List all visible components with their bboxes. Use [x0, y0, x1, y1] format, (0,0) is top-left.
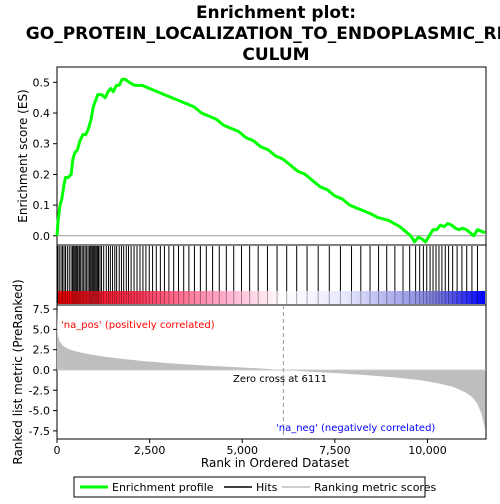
es-y-axis: 0.0 0.1 0.2 0.3 0.4 0.5 [33, 76, 57, 243]
metric-y-tick-label: 7.5 [33, 303, 51, 316]
x-tick-label: 2,500 [134, 444, 166, 457]
x-tick-label: 7,500 [319, 444, 351, 457]
metric-panel-frame [56, 304, 487, 440]
ranked-metric-panel [57, 305, 486, 439]
pos-correlated-label: 'na_pos' (positively correlated) [61, 320, 215, 331]
metric-y-tick-label: 0.0 [33, 364, 51, 377]
zero-cross-label: Zero cross at 6111 [233, 374, 327, 385]
metric-y-tick-label: -2.5 [29, 384, 50, 397]
legend-metric-label: Ranking metric scores [314, 481, 436, 494]
x-tick-label: 10,000 [408, 444, 447, 457]
neg-correlated-label: 'na_neg' (negatively correlated) [276, 423, 435, 434]
metric-y-tick-label: 2.5 [33, 344, 51, 357]
x-tick-label: 5,000 [226, 444, 258, 457]
metric-y-tick-label: 5.0 [33, 323, 51, 336]
es-y-tick-label: 0.1 [33, 199, 51, 212]
enrichment-profile [55, 77, 486, 244]
legend-hits-label: Hits [256, 481, 278, 494]
es-y-tick-label: 0.4 [33, 107, 51, 120]
es-y-tick-label: 0.0 [33, 230, 51, 243]
x-tick-label: 0 [54, 444, 61, 457]
chart-title-line-1: Enrichment plot: [196, 3, 356, 23]
metric-y-tick-label: -5.0 [29, 405, 50, 418]
x-axis: 0 2,500 5,000 7,500 10,000 [54, 439, 447, 457]
es-y-tick-label: 0.2 [33, 168, 51, 181]
metric-y-axis: -7.5 -5.0 -2.5 0.0 2.5 5.0 7.5 [29, 303, 57, 438]
legend-enrichment-label: Enrichment profile [112, 481, 214, 494]
x-axis-label: Rank in Ordered Dataset [201, 456, 349, 470]
es-y-tick-label: 0.5 [33, 76, 51, 89]
es-y-tick-label: 0.3 [33, 138, 51, 151]
metric-y-tick-label: -7.5 [29, 425, 50, 438]
metric-y-axis-label: Ranked list metric (PreRanked) [11, 279, 25, 464]
es-y-axis-label: Enrichment score (ES) [16, 89, 30, 222]
chart-title-line-3: CULUM [242, 45, 309, 65]
hits-panel [57, 246, 485, 304]
enrichment-profile-line [55, 77, 486, 244]
legend: Enrichment profile Hits Ranking metric s… [73, 476, 436, 498]
chart-title-line-2: GO_PROTEIN_LOCALIZATION_TO_ENDOPLASMIC_R… [26, 24, 500, 44]
correlation-color-band [58, 291, 485, 304]
